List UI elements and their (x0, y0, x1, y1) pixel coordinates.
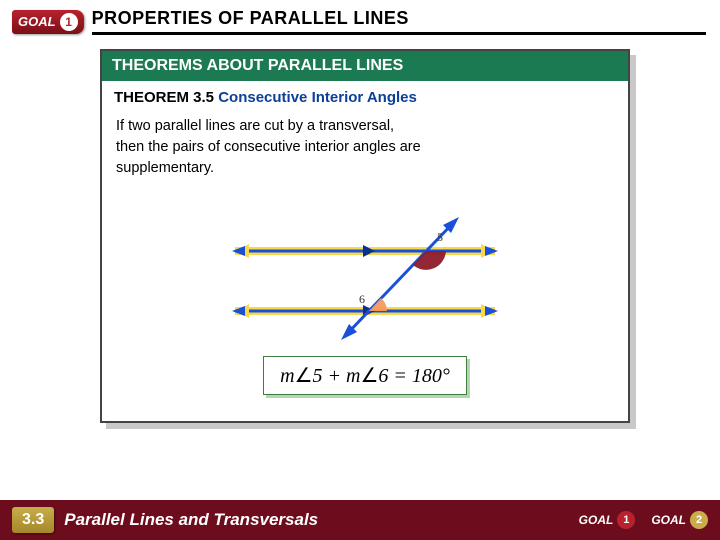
term-supplementary: supplementary. (116, 160, 214, 176)
eq-m1: m (280, 365, 294, 387)
equation-box: m∠5 + m∠6 = 180° (263, 356, 467, 395)
eq-plus: + (323, 365, 347, 387)
body-text: are (396, 139, 421, 155)
theorem-title-row: THEOREM 3.5 Consecutive Interior Angles (102, 81, 628, 110)
term-consecutive-interior: consecutive interior angles (224, 139, 396, 155)
footer-goal2-num: 2 (690, 511, 708, 529)
term-transversal: transversal, (319, 118, 394, 134)
parallel-lines-svg: 5 6 (215, 201, 515, 351)
footer-goal1-num: 1 (617, 511, 635, 529)
section-badge: 3.3 (12, 507, 54, 533)
page-title: PROPERTIES OF PARALLEL LINES (92, 8, 706, 35)
angle-icon: ∠ (360, 363, 378, 388)
body-text: are cut by a (235, 118, 319, 134)
theorem-name: Consecutive Interior Angles (218, 89, 417, 106)
term-pairs: pairs (172, 139, 203, 155)
eq-m2: m (346, 365, 360, 387)
body-text: If two (116, 118, 155, 134)
eq-rhs: = 180° (388, 365, 450, 387)
theorem-label: THEOREM 3.5 (114, 89, 214, 106)
goal-badge: GOAL 1 (12, 10, 84, 34)
footer-goal-1[interactable]: GOAL 1 (579, 511, 636, 529)
chapter-title: Parallel Lines and Transversals (64, 510, 562, 530)
angle-5-label: 5 (437, 230, 443, 244)
body-text: of (204, 139, 224, 155)
footer-goal1-label: GOAL (579, 513, 614, 527)
angle-6-label: 6 (359, 292, 365, 306)
eq-a1: 5 (313, 365, 323, 387)
footer-goal2-label: GOAL (651, 513, 686, 527)
theorem-box: THEOREMS ABOUT PARALLEL LINES THEOREM 3.… (100, 49, 630, 423)
footer-bar: 3.3 Parallel Lines and Transversals GOAL… (0, 500, 720, 540)
term-parallel-lines: parallel lines (155, 118, 236, 134)
goal-number: 1 (60, 13, 78, 31)
theorem-box-header: THEOREMS ABOUT PARALLEL LINES (102, 51, 628, 81)
eq-a2: 6 (378, 365, 388, 387)
body-text: then the (116, 139, 172, 155)
goal-label: GOAL (18, 14, 56, 29)
theorem-body: If two parallel lines are cut by a trans… (102, 110, 628, 197)
diagram: 5 6 m∠5 + m∠6 = 180° (102, 197, 628, 421)
angle-icon: ∠ (295, 363, 313, 388)
top-dir-marker (363, 245, 375, 257)
footer-goal-2[interactable]: GOAL 2 (651, 511, 708, 529)
